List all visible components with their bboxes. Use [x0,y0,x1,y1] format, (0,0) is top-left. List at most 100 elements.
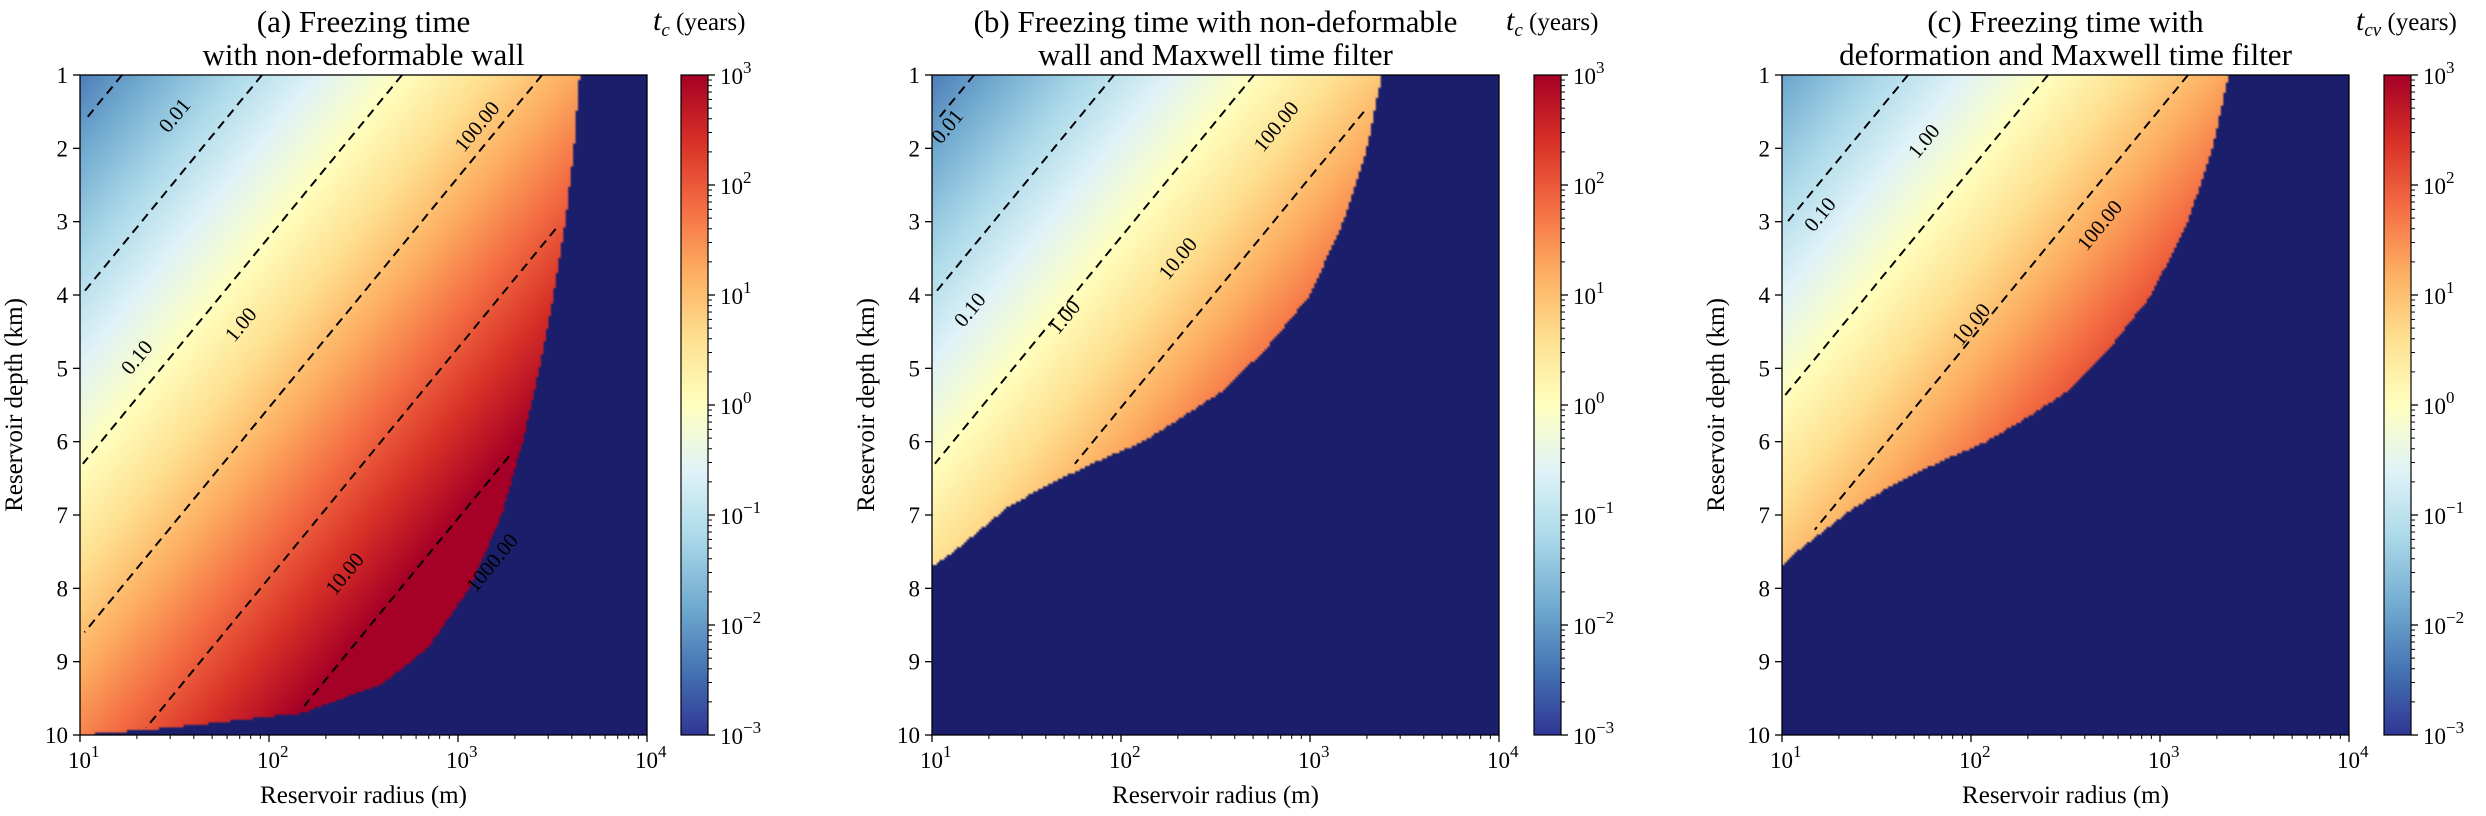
x-axis-label: Reservoir radius (m) [260,782,467,809]
contour-line-c-1 [1782,74,2049,399]
colorbar-tick-label: 101 [2423,278,2455,309]
x-axis-label: Reservoir radius (m) [1962,782,2169,809]
colorbar-tick-label: 103 [2423,58,2455,89]
colorbar-label: tcv (years) [2356,4,2457,41]
colorbar-tick-label: 101 [1573,278,1605,309]
y-axis-label: Reservoir depth (km) [1,298,28,512]
panel-title-line: (b) Freezing time with non-deformable [974,4,1458,39]
contour-line-a-3 [83,74,543,633]
x-tick-label: 104 [1487,742,1519,773]
axes-frame-b [931,74,1500,736]
panel-title-line: (c) Freezing time with [1927,4,2204,39]
y-tick-label: 9 [1759,650,1771,675]
axes-frame-a [79,74,648,736]
y-tick-label: 10 [45,723,68,748]
colorbar-tick-label: 100 [2423,388,2455,419]
colorbar-label: tc (years) [653,4,745,41]
axes-frame-c [1781,74,2350,736]
colorbar-gradient [680,74,709,736]
y-tick-label: 5 [1759,356,1771,381]
y-tick-label: 2 [1759,136,1771,161]
contour-line-c-2 [1814,74,2189,531]
colorbar-tick-label: 103 [1573,58,1605,89]
y-tick-label: 6 [57,430,69,455]
colorbar-c: 103 102 101 100 10−1 10−2 10−3 tcv (years) [2356,4,2464,749]
heatmap-a [80,75,647,735]
colorbar-tick-label: 100 [720,388,752,419]
y-tick-label: 10 [897,723,920,748]
panel-title-line: wall and Maxwell time filter [1038,37,1393,72]
contour-line-a-5 [303,455,510,707]
colorbar-gradient [1533,74,1562,736]
y-tick-label: 4 [1759,283,1771,308]
contour-line-b-2 [934,74,1255,465]
colorbar-tick-label: 101 [720,278,752,309]
panel-title-line: with non-deformable wall [203,37,525,72]
y-axis-label: Reservoir depth (km) [1703,298,1730,512]
x-tick-label: 101 [920,742,952,773]
colorbar-tick-label: 10−2 [2423,608,2464,639]
x-tick-label: 101 [1770,742,1802,773]
y-tick-label: 5 [57,356,69,381]
y-tick-label: 4 [57,283,69,308]
colorbar-b: 103 102 101 100 10−1 10−2 10−3 tc (years) [1506,4,1614,749]
colorbar-tick-label: 103 [720,58,752,89]
y-tick-label: 2 [909,136,921,161]
x-tick-label: 103 [2148,742,2180,773]
contour-line-b-3 [1074,111,1365,465]
colorbar-a: 103 102 101 100 10−1 10−2 10−3 tc (years) [653,4,761,749]
contour-line-a-4 [145,228,557,729]
colorbar-gradient [2383,74,2412,736]
colorbar-label: tc (years) [1506,4,1598,41]
y-tick-label: 1 [57,63,69,88]
y-tick-label: 7 [909,503,921,528]
heatmap-c [1782,75,2349,735]
y-tick-label: 5 [909,356,921,381]
y-tick-label: 7 [1759,503,1771,528]
contour-line-c-0 [1786,74,1909,223]
colorbar-tick-label: 10−1 [720,498,761,529]
y-tick-label: 9 [909,650,921,675]
y-tick-label: 8 [909,576,921,601]
contour-line-b-0 [937,74,975,120]
y-tick-label: 6 [1759,430,1771,455]
heatmap-b [932,75,1499,735]
x-tick-label: 102 [1109,742,1141,773]
y-tick-label: 3 [1759,210,1771,235]
x-axis-label: Reservoir radius (m) [1112,782,1319,809]
panel-title-line: deformation and Maxwell time filter [1839,37,2292,72]
y-tick-label: 8 [57,576,69,601]
colorbar-tick-label: 102 [1573,168,1605,199]
contour-line-a-0 [85,74,123,120]
y-tick-label: 6 [909,430,921,455]
y-axis-label: Reservoir depth (km) [853,298,880,512]
panel-title-line: (a) Freezing time [257,4,470,39]
x-tick-label: 102 [1959,742,1991,773]
y-tick-label: 3 [57,210,69,235]
x-tick-label: 104 [635,742,667,773]
colorbar-tick-label: 10−2 [1573,608,1614,639]
contour-line-a-2 [82,74,403,465]
colorbar-tick-label: 10−2 [720,608,761,639]
colorbar-tick-label: 10−3 [2423,718,2464,749]
contour-line-b-1 [932,74,1115,296]
x-tick-label: 103 [446,742,478,773]
x-tick-label: 104 [2337,742,2369,773]
y-tick-label: 1 [1759,63,1771,88]
x-tick-label: 102 [257,742,289,773]
y-tick-label: 10 [1747,723,1770,748]
y-tick-label: 1 [909,63,921,88]
colorbar-tick-label: 10−3 [1573,718,1614,749]
x-tick-label: 103 [1298,742,1330,773]
x-tick-label: 101 [68,742,100,773]
colorbar-tick-label: 102 [2423,168,2455,199]
colorbar-tick-label: 10−1 [1573,498,1614,529]
colorbar-tick-label: 100 [1573,388,1605,419]
colorbar-tick-label: 10−3 [720,718,761,749]
y-tick-label: 8 [1759,576,1771,601]
y-tick-label: 3 [909,210,921,235]
y-tick-label: 4 [909,283,921,308]
